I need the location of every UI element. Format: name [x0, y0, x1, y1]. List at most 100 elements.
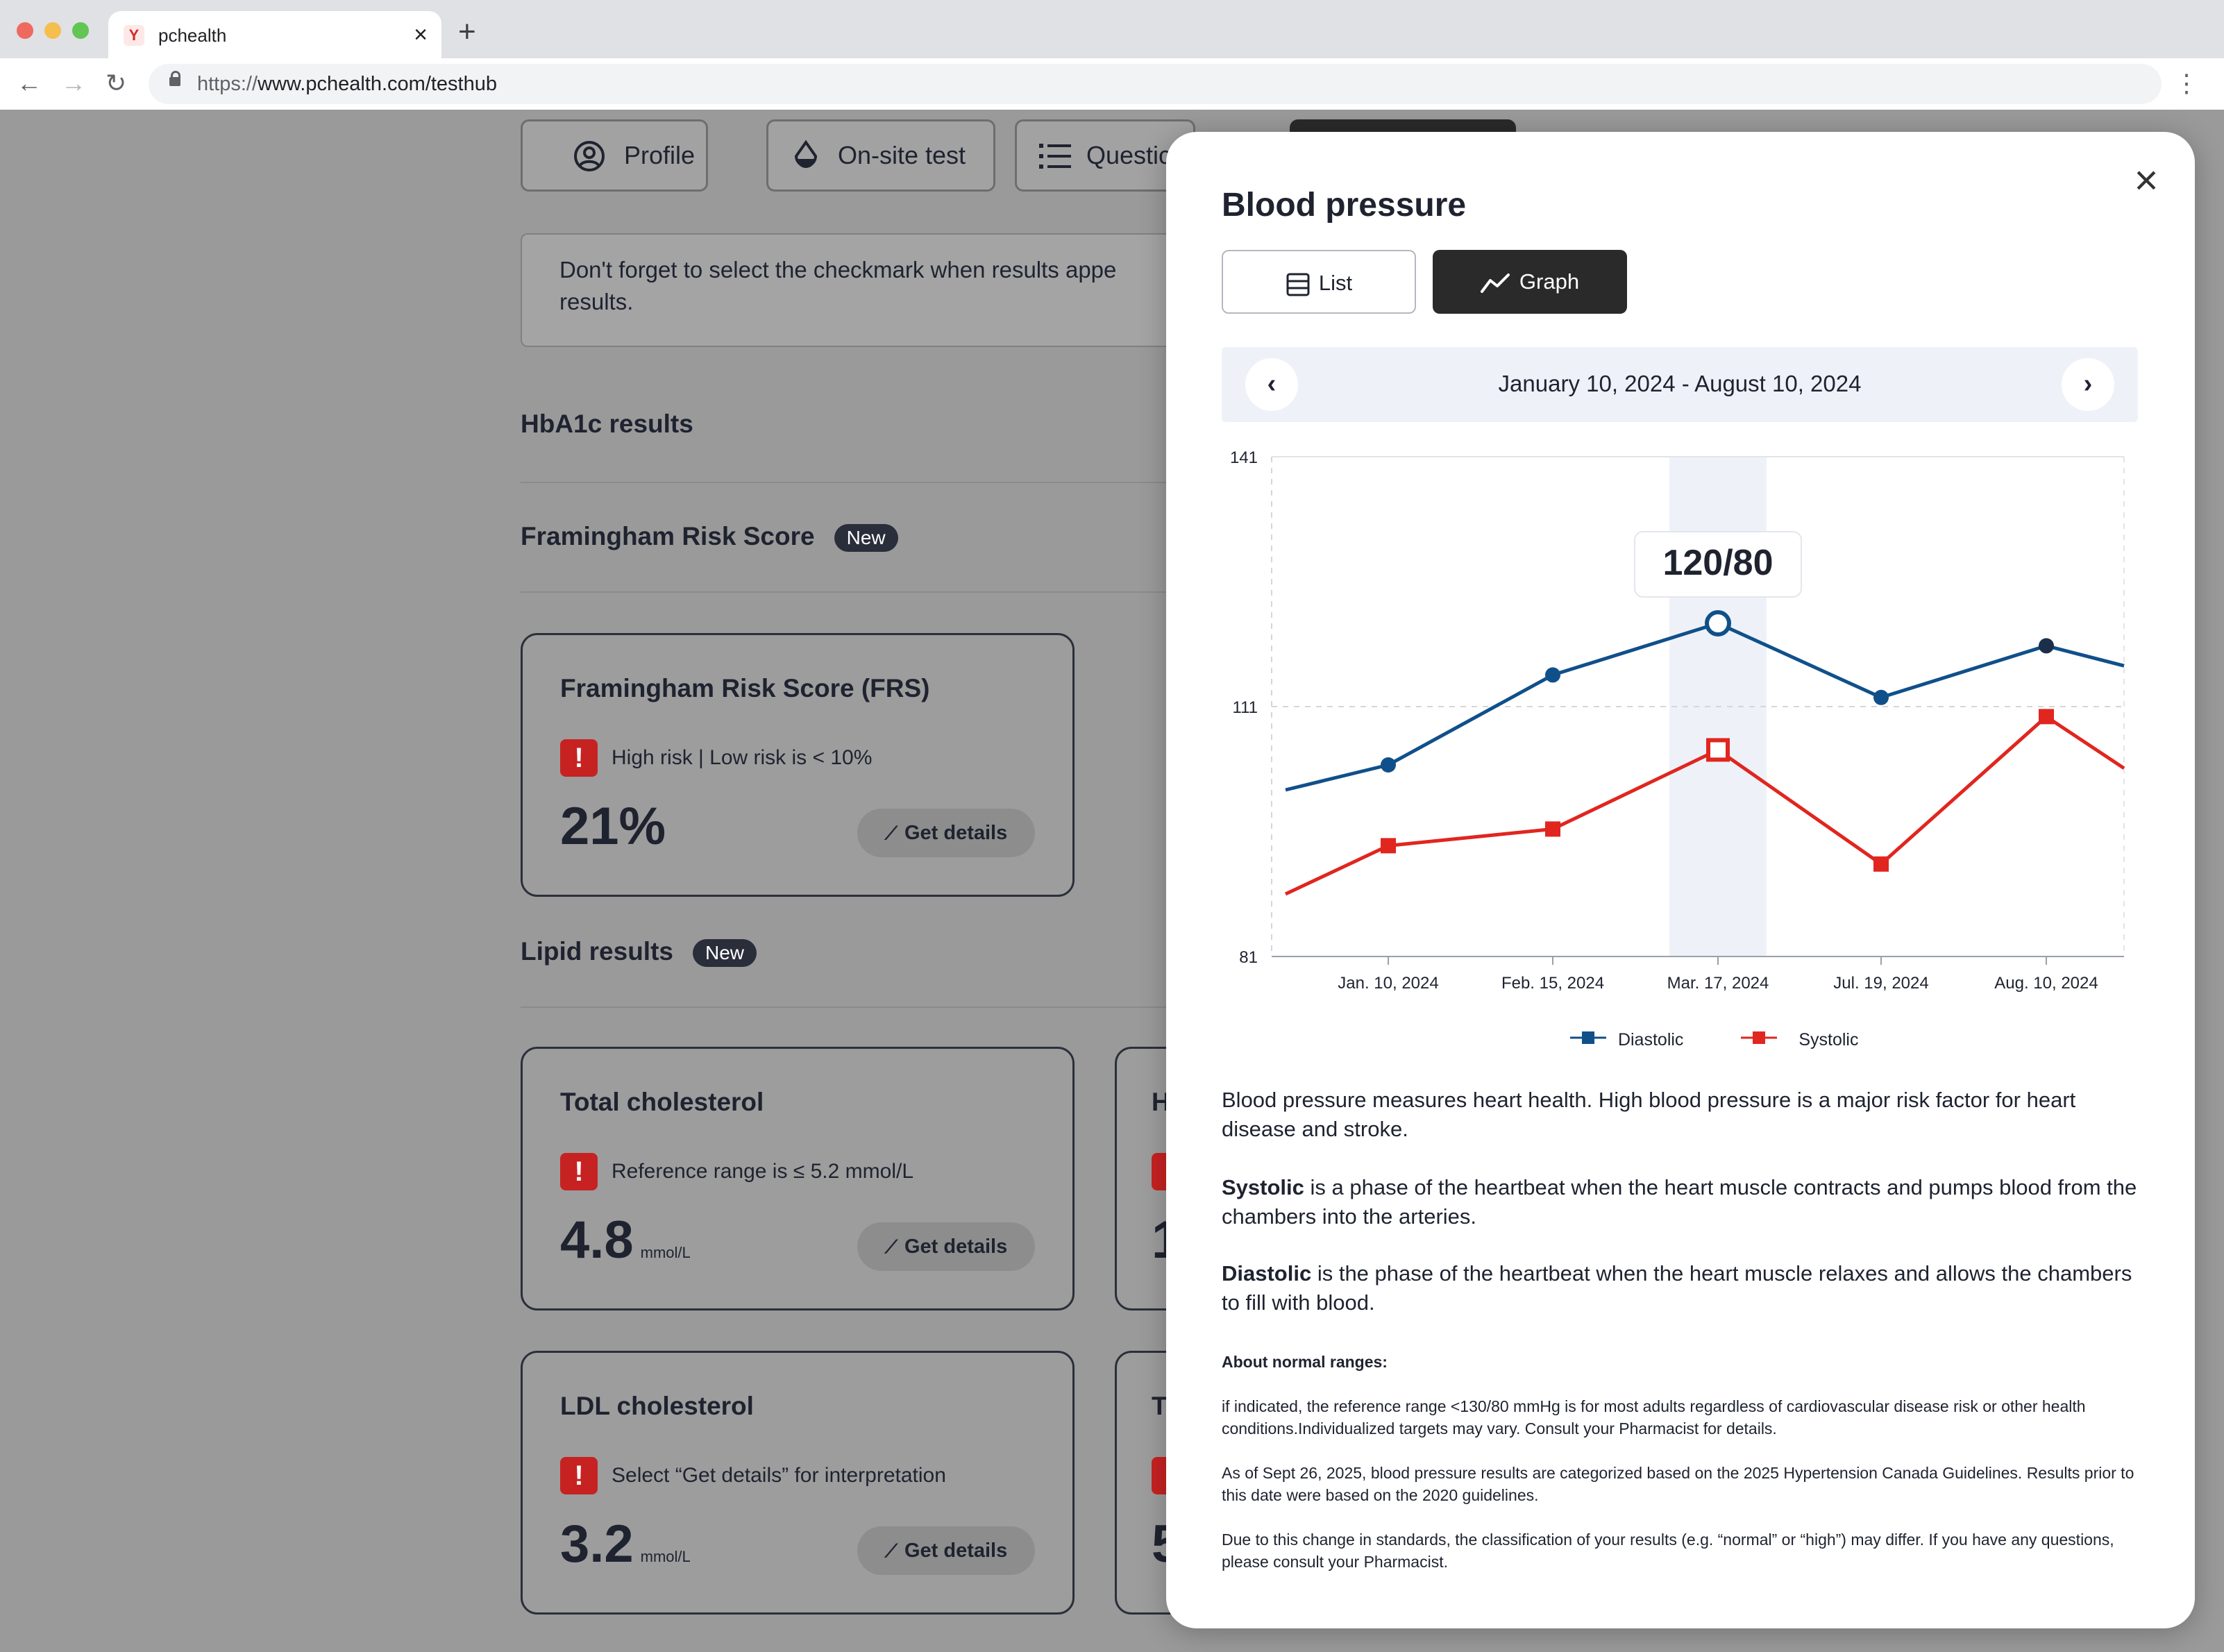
- new-badge: New: [834, 524, 898, 553]
- graph-view-tab[interactable]: Graph: [1433, 250, 1627, 314]
- about-ranges-text-2: As of Sept 26, 2025, blood pressure resu…: [1222, 1464, 2134, 1504]
- divider: [521, 591, 1173, 593]
- data-point-diastolic: [1545, 667, 1560, 683]
- line-chart-icon: [1480, 273, 1510, 293]
- data-point-diastolic: [2039, 638, 2054, 654]
- date-range-navigator: ‹ January 10, 2024 - August 10, 2024 ›: [1222, 347, 2138, 422]
- address-bar[interactable]: https://www.pchealth.com/testhub: [149, 64, 2162, 104]
- about-ranges-title: About normal ranges:: [1222, 1353, 1388, 1371]
- close-window-button[interactable]: [17, 22, 33, 39]
- lipid-section-title: Lipid results New: [521, 937, 757, 968]
- on-site-test-label: On-site test: [838, 141, 966, 169]
- back-arrow-icon[interactable]: ←: [17, 69, 42, 97]
- card-note: Select “Get details” for interpretation: [612, 1464, 946, 1487]
- trend-icon: ⟋: [884, 1236, 898, 1257]
- profile-button-label: Profile: [624, 141, 696, 169]
- x-tick-label: Feb. 15, 2024: [1501, 974, 1604, 993]
- list-icon: [1039, 144, 1071, 169]
- frs-card: Framingham Risk Score (FRS) ! High risk …: [521, 633, 1075, 897]
- forward-arrow-icon[interactable]: →: [61, 69, 86, 97]
- y-tick-label: 111: [1233, 698, 1258, 717]
- date-range-label: January 10, 2024 - August 10, 2024: [1498, 371, 1862, 396]
- card-title: Framingham Risk Score (FRS): [560, 674, 930, 702]
- blood-pressure-chart: 81 111 141 Jan. 10, 2024 Feb. 15, 2024 Mar. 1…: [1230, 448, 2125, 993]
- framingham-section-title: Framingham Risk Score New: [521, 522, 898, 553]
- hba1c-section-title: HbA1c results: [521, 410, 693, 438]
- on-site-test-button[interactable]: On-site test: [766, 119, 995, 192]
- pchealth-favicon-icon: Y: [124, 25, 144, 46]
- data-point-systolic: [1381, 838, 1396, 854]
- x-tick-label: Jul. 19, 2024: [1833, 974, 1928, 993]
- diastolic-description: Diastolic is the phase of the heartbeat …: [1222, 1261, 2132, 1315]
- card-title: Total cholesterol: [560, 1088, 764, 1116]
- warning-icon: !: [560, 1457, 598, 1494]
- card-value: 4.8 mmol/L: [560, 1211, 691, 1270]
- data-point-systolic: [1545, 821, 1560, 837]
- profile-button[interactable]: Profile: [521, 119, 708, 192]
- new-tab-button[interactable]: +: [458, 15, 476, 49]
- user-circle-icon: [574, 141, 605, 171]
- lock-icon: [169, 71, 180, 86]
- previous-range-button[interactable]: ‹: [1245, 358, 1298, 411]
- about-ranges-text-1: if indicated, the reference range <130/8…: [1222, 1397, 2086, 1438]
- divider: [521, 482, 1173, 483]
- get-details-button[interactable]: ⟋ Get details: [857, 1222, 1035, 1271]
- divider: [521, 1006, 1173, 1008]
- data-point-diastolic: [1381, 757, 1396, 773]
- legend-diastolic-marker: [1570, 1027, 1606, 1053]
- minimize-window-button[interactable]: [44, 22, 61, 39]
- x-tick-label: Aug. 10, 2024: [1994, 974, 2098, 993]
- data-point-systolic: [1873, 856, 1889, 872]
- tab-close-icon[interactable]: ×: [414, 22, 428, 48]
- browser-tab[interactable]: Y pchealth ×: [108, 11, 441, 58]
- get-details-button[interactable]: ⟋ Get details: [857, 1526, 1035, 1575]
- systolic-description: Systolic is a phase of the heartbeat whe…: [1222, 1175, 2137, 1229]
- card-value: 3.2 mmol/L: [560, 1515, 691, 1574]
- browser-menu-icon[interactable]: ⋮: [2174, 69, 2199, 97]
- reload-icon[interactable]: ↻: [106, 69, 127, 97]
- tooltip-value: 120/80: [1662, 543, 1773, 583]
- tooltip-box: [1634, 531, 1802, 598]
- blood-pressure-modal: × Blood pressure List Graph ‹ January 10…: [1166, 132, 2195, 1628]
- warning-icon: !: [560, 739, 598, 777]
- list-view-tab[interactable]: List: [1222, 250, 1416, 314]
- legend-systolic-label: Systolic: [1798, 1030, 1859, 1050]
- checkmark-reminder: Don't forget to select the checkmark whe…: [521, 233, 1215, 347]
- warning-icon: !: [560, 1153, 598, 1190]
- data-point-systolic: [2039, 709, 2054, 725]
- data-point-diastolic: [1873, 689, 1889, 705]
- card-note: Reference range is ≤ 5.2 mmol/L: [612, 1160, 913, 1183]
- x-tick-label: Mar. 17, 2024: [1667, 974, 1769, 993]
- maximize-window-button[interactable]: [72, 22, 89, 39]
- x-tick-label: Jan. 10, 2024: [1338, 974, 1438, 993]
- chart-legend: Diastolic Systolic: [1570, 1027, 1858, 1053]
- legend-systolic-marker: [1741, 1027, 1778, 1053]
- about-ranges-text-3: Due to this change in standards, the cla…: [1222, 1531, 2114, 1571]
- y-tick-label: 141: [1230, 448, 1258, 467]
- data-point-diastolic: [1705, 610, 1731, 637]
- browser-toolbar: ← → ↻ https://www.pchealth.com/testhub ⋮: [0, 58, 2224, 110]
- close-icon[interactable]: ×: [2134, 157, 2159, 203]
- card-note: High risk | Low risk is < 10%: [612, 746, 873, 769]
- new-badge: New: [692, 939, 757, 968]
- card-title: T: [1152, 1392, 1168, 1420]
- modal-title: Blood pressure: [1222, 187, 1467, 224]
- url-text: https://www.pchealth.com/testhub: [197, 73, 498, 95]
- drop-icon: [794, 140, 818, 168]
- table-icon: [1286, 273, 1310, 296]
- trend-icon: ⟋: [884, 1540, 898, 1561]
- next-range-button[interactable]: ›: [2062, 358, 2114, 411]
- get-details-button[interactable]: ⟋ Get details: [857, 809, 1035, 857]
- trend-icon: ⟋: [884, 823, 898, 843]
- y-tick-label: 81: [1239, 948, 1258, 967]
- questionnaire-button[interactable]: Questic: [1015, 119, 1195, 192]
- card-title: LDL cholesterol: [560, 1392, 754, 1420]
- ldl-cholesterol-card: LDL cholesterol ! Select “Get details” f…: [521, 1351, 1075, 1615]
- questionnaire-label: Questic: [1086, 141, 1172, 169]
- tab-title: pchealth: [158, 25, 227, 46]
- total-cholesterol-card: Total cholesterol ! Reference range is ≤…: [521, 1047, 1075, 1310]
- browser-titlebar: Y pchealth × +: [0, 0, 2224, 58]
- bp-description: Blood pressure measures heart health. Hi…: [1222, 1088, 2076, 1141]
- legend-diastolic-label: Diastolic: [1617, 1030, 1684, 1050]
- data-point-systolic: [1706, 738, 1730, 762]
